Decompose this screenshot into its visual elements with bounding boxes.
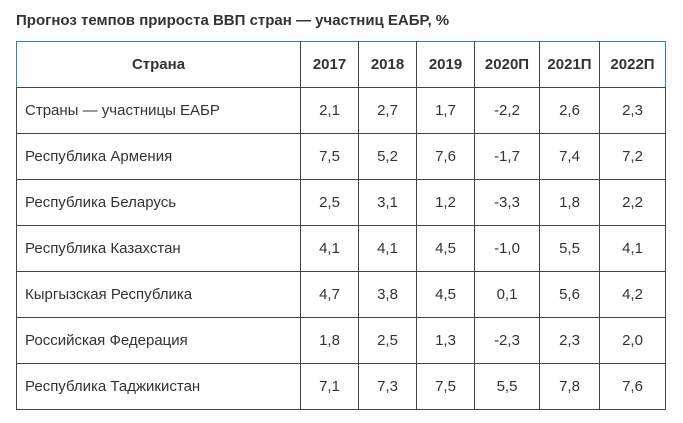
row-value: 4,7 (300, 271, 359, 318)
table-row: Республика Казахстан 4,1 4,1 4,5 -1,0 5,… (16, 225, 666, 272)
row-value: -2,3 (474, 317, 540, 364)
row-value: 7,3 (358, 363, 417, 410)
row-value: 5,2 (358, 133, 417, 180)
table-body: Страны — участницы ЕАБР 2,1 2,7 1,7 -2,2… (16, 87, 666, 410)
row-value: 2,2 (599, 179, 666, 226)
table-row: Республика Армения 7,5 5,2 7,6 -1,7 7,4 … (16, 133, 666, 180)
header-2018: 2018 (358, 41, 417, 88)
row-value: -1,7 (474, 133, 540, 180)
row-country: Республика Беларусь (16, 179, 301, 226)
header-row: Страна 2017 2018 2019 2020П 2021П 2022П (16, 41, 666, 88)
row-value: 2,0 (599, 317, 666, 364)
row-value: 2,6 (539, 87, 600, 134)
row-value: 3,1 (358, 179, 417, 226)
row-country: Кыргызская Республика (16, 271, 301, 318)
row-value: 4,1 (599, 225, 666, 272)
row-country: Республика Казахстан (16, 225, 301, 272)
gdp-growth-table: Страна 2017 2018 2019 2020П 2021П 2022П … (16, 41, 666, 410)
table-row: Страны — участницы ЕАБР 2,1 2,7 1,7 -2,2… (16, 87, 666, 134)
row-value: 2,3 (599, 87, 666, 134)
row-value: 4,5 (416, 225, 475, 272)
table-title: Прогноз темпов прироста ВВП стран — учас… (16, 12, 450, 29)
table-header: Страна 2017 2018 2019 2020П 2021П 2022П (16, 41, 666, 88)
row-value: 5,5 (539, 225, 600, 272)
row-value: 7,5 (300, 133, 359, 180)
header-country: Страна (16, 41, 301, 88)
row-value: 7,4 (539, 133, 600, 180)
row-value: -3,3 (474, 179, 540, 226)
row-value: 3,8 (358, 271, 417, 318)
header-2021p: 2021П (539, 41, 600, 88)
row-value: 7,5 (416, 363, 475, 410)
row-value: -2,2 (474, 87, 540, 134)
row-value: 1,8 (539, 179, 600, 226)
row-value: 7,6 (599, 363, 666, 410)
row-value: 4,1 (358, 225, 417, 272)
row-country: Республика Армения (16, 133, 301, 180)
row-value: 7,2 (599, 133, 666, 180)
row-value: 5,6 (539, 271, 600, 318)
row-value: -1,0 (474, 225, 540, 272)
row-value: 2,1 (300, 87, 359, 134)
row-value: 2,5 (300, 179, 359, 226)
row-value: 4,2 (599, 271, 666, 318)
row-value: 4,1 (300, 225, 359, 272)
row-country: Страны — участницы ЕАБР (16, 87, 301, 134)
header-2022p: 2022П (599, 41, 666, 88)
row-value: 1,8 (300, 317, 359, 364)
header-2017: 2017 (300, 41, 359, 88)
row-value: 5,5 (474, 363, 540, 410)
row-value: 1,2 (416, 179, 475, 226)
row-value: 2,5 (358, 317, 417, 364)
header-2019: 2019 (416, 41, 475, 88)
row-value: 2,7 (358, 87, 417, 134)
table-row: Российская Федерация 1,8 2,5 1,3 -2,3 2,… (16, 317, 666, 364)
table-row: Кыргызская Республика 4,7 3,8 4,5 0,1 5,… (16, 271, 666, 318)
row-country: Республика Таджикистан (16, 363, 301, 410)
row-country: Российская Федерация (16, 317, 301, 364)
row-value: 4,5 (416, 271, 475, 318)
row-value: 1,7 (416, 87, 475, 134)
row-value: 7,1 (300, 363, 359, 410)
table-row: Республика Беларусь 2,5 3,1 1,2 -3,3 1,8… (16, 179, 666, 226)
row-value: 0,1 (474, 271, 540, 318)
row-value: 1,3 (416, 317, 475, 364)
header-2020p: 2020П (474, 41, 540, 88)
row-value: 7,8 (539, 363, 600, 410)
table-row: Республика Таджикистан 7,1 7,3 7,5 5,5 7… (16, 363, 666, 410)
row-value: 2,3 (539, 317, 600, 364)
row-value: 7,6 (416, 133, 475, 180)
